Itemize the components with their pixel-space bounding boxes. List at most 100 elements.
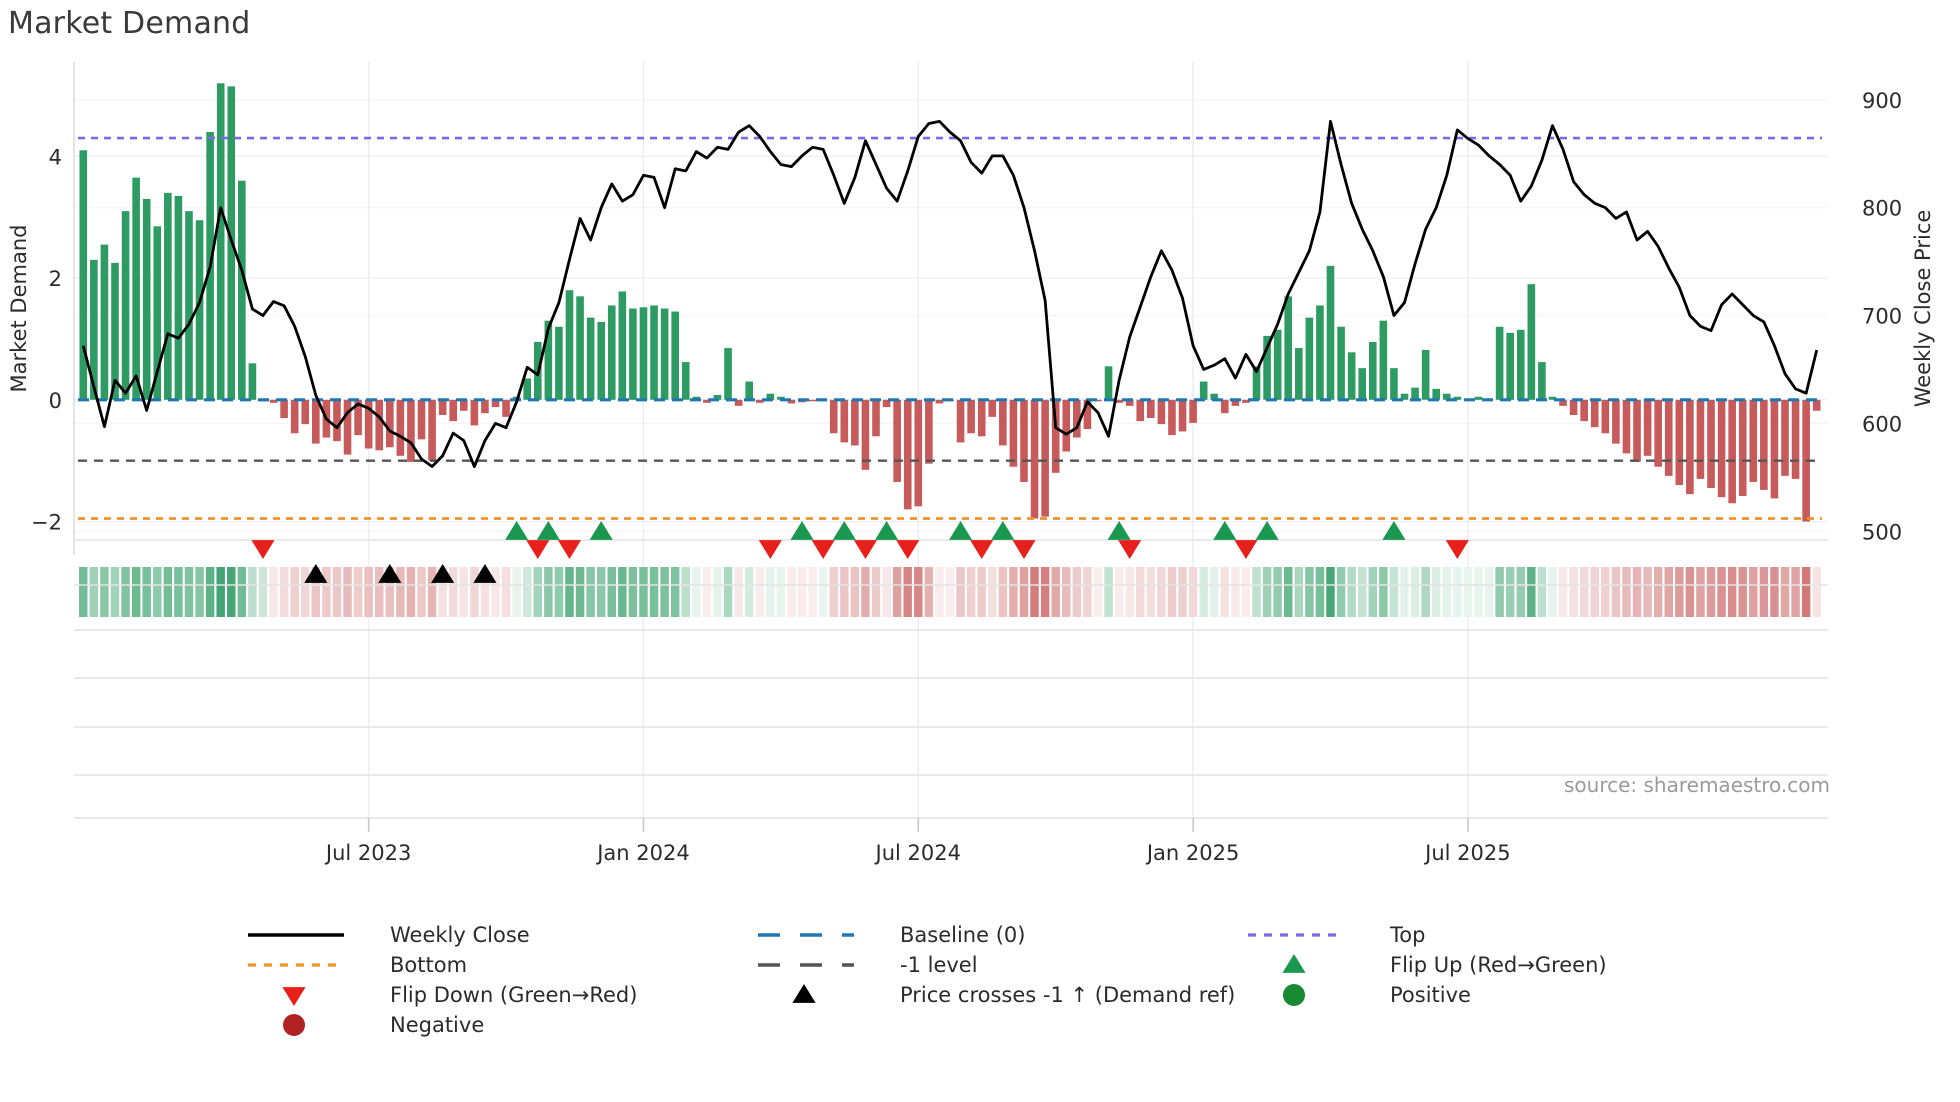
demand-bar: [1538, 362, 1546, 400]
demand-bar: [1199, 381, 1208, 400]
heatmap-cell: [1484, 567, 1494, 617]
heatmap-cell: [396, 567, 405, 617]
heatmap-cell: [1379, 567, 1388, 617]
demand-bar: [576, 296, 584, 400]
heatmap-cell: [713, 567, 722, 617]
demand-bar: [1252, 366, 1261, 400]
demand-bar: [1601, 399, 1610, 434]
demand-bar: [164, 192, 172, 400]
y-axis-label-right: Weekly Close Price: [1911, 210, 1935, 408]
heatmap-cell: [1305, 567, 1314, 617]
heatmap-cell: [1527, 567, 1536, 617]
demand-bar: [491, 399, 500, 408]
demand-bar: [1041, 399, 1049, 517]
heatmap-cell: [184, 567, 194, 617]
heatmap-cell: [1146, 567, 1156, 617]
demand-bar: [745, 381, 753, 400]
heatmap-cell: [1474, 567, 1483, 617]
heatmap-cell: [1569, 567, 1578, 617]
demand-bar: [882, 399, 891, 408]
demand-bar: [90, 259, 98, 400]
flip-down-marker: [896, 540, 920, 559]
demand-bar: [565, 290, 574, 400]
legend-label: -1 level: [900, 953, 978, 977]
demand-bar: [1284, 296, 1293, 400]
demand-bar: [407, 399, 415, 462]
demand-bar: [840, 399, 849, 443]
price-cross-up-marker: [378, 564, 402, 583]
heatmap-cell: [1643, 567, 1652, 617]
heatmap-cell: [1136, 567, 1145, 617]
x-axis-tick-label: Jul 2023: [324, 841, 411, 865]
heatmap-cell: [459, 567, 469, 617]
demand-bar: [280, 399, 288, 419]
heatmap-cell: [1220, 567, 1230, 617]
x-axis-tick-label: Jan 2025: [1145, 841, 1240, 865]
demand-bar: [1358, 368, 1367, 400]
demand-bar: [1432, 388, 1441, 400]
heatmap-cell: [1072, 567, 1082, 617]
demand-bar: [312, 399, 320, 444]
demand-bar: [1337, 326, 1345, 400]
y-axis-label-left: Market Demand: [7, 225, 31, 393]
heatmap-cell: [628, 567, 638, 617]
flip-down-marker: [1118, 540, 1142, 559]
heatmap-cell: [258, 567, 268, 617]
demand-bar: [734, 399, 743, 406]
demand-bar: [618, 291, 627, 400]
heatmap-cell: [1104, 567, 1113, 617]
demand-bar: [703, 399, 711, 403]
demand-bar: [1559, 399, 1567, 406]
demand-bar: [671, 311, 679, 400]
heatmap-cell: [322, 567, 331, 617]
heatmap-cell: [744, 567, 754, 617]
demand-bar: [174, 195, 183, 400]
heatmap-cell: [491, 567, 500, 617]
heatmap-cell: [237, 567, 247, 617]
heatmap-cell: [1262, 567, 1272, 617]
demand-bar: [1696, 399, 1705, 479]
heatmap-cell: [924, 567, 934, 617]
demand-bar: [375, 399, 384, 451]
demand-bar: [755, 399, 764, 403]
flip-up-marker: [505, 521, 529, 540]
flip-up-marker: [536, 521, 560, 540]
heatmap-cell: [1463, 567, 1473, 617]
demand-bar: [1738, 399, 1747, 496]
heatmap-cell: [100, 567, 109, 617]
heatmap-cell: [723, 567, 733, 617]
flip-up-marker: [949, 521, 973, 540]
heatmap-cell: [1125, 567, 1134, 617]
heatmap-cell: [586, 567, 595, 617]
heatmap-cell: [829, 567, 838, 617]
demand-bar: [523, 378, 532, 400]
heatmap-cell: [1157, 567, 1166, 617]
heatmap-cell: [375, 567, 384, 617]
demand-bar: [1210, 393, 1219, 400]
flip-up-marker: [991, 521, 1015, 540]
demand-bar: [1347, 352, 1356, 400]
heatmap-cell: [681, 567, 690, 617]
demand-bar: [1453, 396, 1462, 400]
demand-bar: [639, 307, 648, 400]
demand-bar: [1147, 399, 1155, 419]
demand-bar: [650, 305, 658, 400]
heatmap-cell: [1336, 567, 1346, 617]
heatmap-cell: [956, 567, 965, 617]
demand-bar: [238, 180, 246, 400]
demand-bar: [544, 320, 553, 400]
heatmap-cell: [1178, 567, 1187, 617]
heatmap-cell: [935, 567, 944, 617]
demand-bar: [142, 198, 151, 400]
legend-label: Flip Up (Red→Green): [1390, 953, 1607, 977]
heatmap-cell: [607, 567, 616, 617]
heatmap-cell: [1537, 567, 1547, 617]
heatmap-cell: [1675, 567, 1684, 617]
price-cross-up-marker: [431, 564, 455, 583]
legend-label: Weekly Close: [390, 923, 530, 947]
demand-bar: [1273, 329, 1282, 400]
heatmap-cell: [734, 567, 743, 617]
demand-bar: [438, 399, 447, 416]
heatmap-cell: [818, 567, 828, 617]
demand-bar: [893, 399, 901, 482]
